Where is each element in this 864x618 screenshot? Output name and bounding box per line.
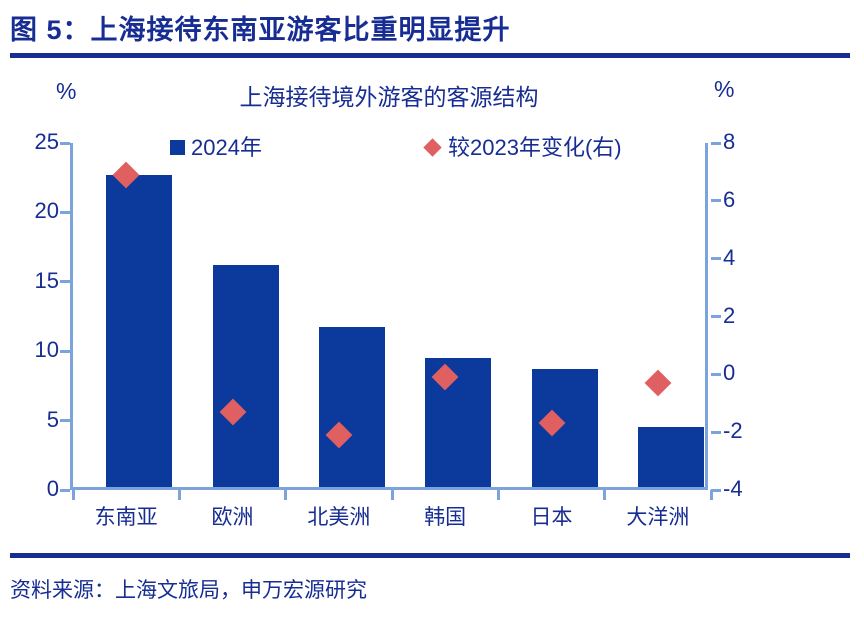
left-axis-tick — [60, 210, 70, 214]
left-axis-tick — [60, 280, 70, 284]
diamond-大洋洲 — [644, 369, 672, 397]
left-axis-tick-label: 25 — [34, 129, 59, 154]
source-note: 资料来源：上海文旅局，申万宏源研究 — [10, 579, 367, 602]
left-axis-tick-label: 0 — [46, 476, 59, 501]
category-label-韩国: 韩国 — [424, 506, 467, 529]
chart-title: 上海接待境外游客的客源结构 — [239, 84, 539, 110]
category-label-日本: 日本 — [530, 506, 573, 529]
right-axis-tick — [711, 257, 721, 261]
figure-title: 图 5：上海接待东南亚游客比重明显提升 — [10, 15, 511, 45]
chart-legend: 2024年 较2023年变化(右) — [0, 130, 864, 160]
footer-divider — [10, 553, 850, 558]
left-axis-tick — [60, 419, 70, 423]
bar-北美洲 — [318, 327, 385, 487]
left-axis-tick — [60, 141, 70, 145]
right-axis-tick-label: -4 — [723, 476, 743, 501]
legend-item-2024[interactable]: 2024年 — [170, 130, 262, 162]
title-underline — [10, 53, 850, 58]
right-axis-tick-label: -2 — [723, 418, 743, 444]
x-axis-tick — [390, 490, 394, 500]
plot-area: 0 5 10 15 20 25 -4 -2 0 2 4 6 8 东南亚 欧洲 北美洲 韩国 日本 大洋洲 — [35, 130, 743, 530]
bar-东南亚 — [106, 174, 173, 487]
legend-label-change: 较2023年变化(右) — [448, 135, 622, 160]
left-axis-tick-label: 20 — [34, 198, 59, 224]
left-axis-unit-label: % — [56, 78, 77, 104]
category-label-北美洲: 北美洲 — [307, 506, 371, 529]
right-axis-tick-label: 2 — [723, 302, 736, 328]
category-label-大洋洲: 大洋洲 — [626, 506, 690, 529]
left-axis-tick — [60, 349, 70, 353]
right-axis-tick — [711, 372, 721, 376]
legend-label-2024: 2024年 — [191, 135, 262, 160]
category-label-东南亚: 东南亚 — [94, 506, 158, 529]
legend-item-change[interactable]: 较2023年变化(右) — [423, 130, 622, 162]
right-axis-tick-label: 4 — [723, 244, 736, 270]
x-axis-tick — [177, 490, 181, 500]
x-axis-tick — [71, 490, 75, 500]
right-axis-tick — [711, 315, 721, 318]
right-axis-unit-label: % — [714, 76, 735, 102]
left-axis-tick — [60, 488, 70, 492]
left-axis-tick-label: 15 — [34, 267, 59, 293]
right-axis-tick — [711, 141, 721, 145]
x-axis-tick — [709, 490, 713, 500]
left-axis-tick-label: 5 — [46, 406, 59, 432]
category-label-欧洲: 欧洲 — [211, 506, 254, 529]
right-axis-tick-label: 8 — [723, 129, 736, 154]
bar-欧洲 — [212, 264, 279, 487]
x-axis-tick — [496, 490, 500, 500]
bar-日本 — [531, 369, 598, 487]
right-axis-tick-label: 6 — [723, 186, 736, 212]
right-axis-tick-label: 0 — [723, 360, 736, 386]
left-axis-tick-label: 10 — [34, 337, 59, 363]
right-axis-tick — [711, 430, 721, 434]
x-axis-tick — [603, 490, 607, 500]
bar-大洋洲 — [637, 427, 704, 487]
right-axis-tick — [711, 199, 721, 203]
right-axis-tick — [711, 488, 721, 492]
x-axis-tick — [284, 490, 288, 500]
bar-series-swatch-icon — [170, 139, 185, 155]
